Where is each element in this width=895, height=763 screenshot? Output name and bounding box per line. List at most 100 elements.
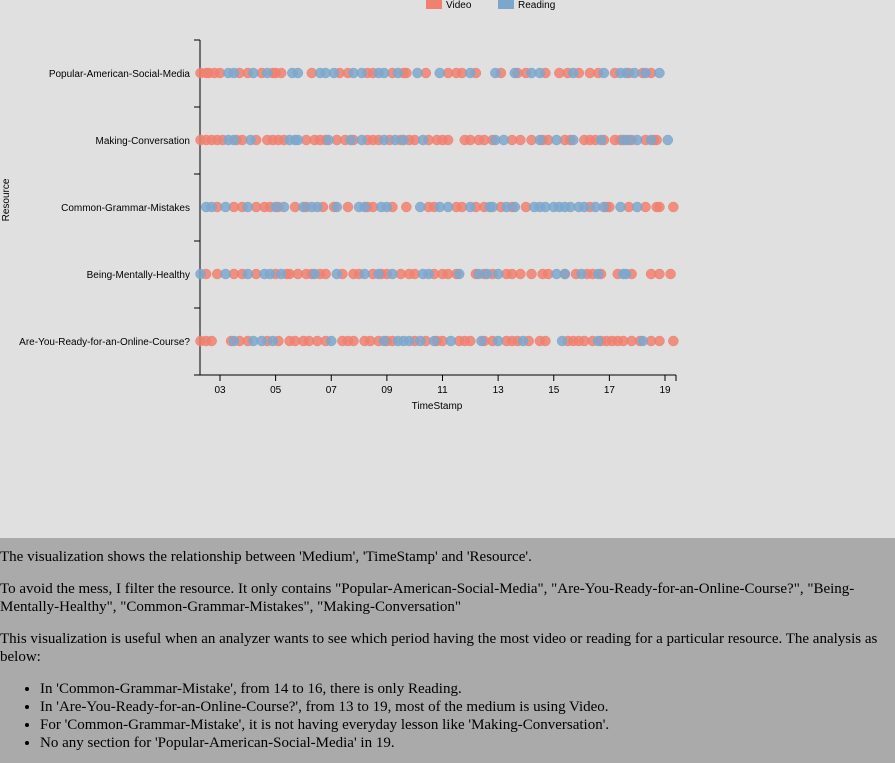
data-point-reading [412,67,423,79]
x-axis-title: TimeStamp [412,401,463,412]
data-point-video [206,335,217,347]
y-tick-label: Popular-American-Social-Media [49,69,191,80]
data-point-reading [359,268,370,280]
data-point-reading [637,335,648,347]
data-point-reading [556,335,568,347]
data-point-video [515,134,526,146]
x-tick-label: 03 [214,385,226,396]
data-point-video [668,201,679,213]
data-point-reading [278,201,290,213]
data-point-reading [228,335,240,347]
data-point-reading [662,134,674,146]
x-tick-label: 17 [604,385,616,396]
data-point-reading [598,201,610,213]
data-point-reading [534,67,546,79]
x-tick-label: 11 [437,385,448,396]
data-point-reading [415,335,426,347]
data-point-reading [517,335,529,347]
data-point-reading [593,335,604,347]
data-point-reading [534,134,546,146]
legend-label: Video [446,0,472,11]
y-tick-label: Common-Grammar-Mistakes [61,203,190,214]
data-point-reading [490,67,501,79]
data-point-reading [481,268,493,280]
data-point-reading [476,335,487,347]
legend-swatch-reading [498,0,514,9]
data-point-reading [373,268,384,280]
data-point-reading [576,268,587,280]
data-point-reading [292,134,304,146]
data-point-reading [423,268,434,280]
data-point-reading [398,134,409,146]
data-point-reading [453,268,465,280]
data-point-reading [415,201,426,213]
data-point-video [442,134,454,146]
data-point-reading [245,134,256,146]
data-point-video [401,201,412,213]
data-point-reading [378,335,390,347]
data-point-reading [356,67,368,79]
data-point-reading [345,134,356,146]
data-point-reading [631,201,643,213]
x-tick-label: 05 [270,385,282,396]
data-point-reading [292,67,304,79]
data-point-reading [598,67,610,79]
data-point-reading [654,67,665,79]
data-point-reading [492,335,504,347]
x-tick-label: 13 [493,385,505,396]
data-point-reading [434,67,445,79]
data-point-reading [326,335,337,347]
analysis-item: In 'Are-You-Ready-for-an-Online-Course?'… [40,698,880,716]
data-point-reading [579,201,590,213]
data-point-reading [593,268,604,280]
data-point-video [654,201,665,213]
data-point-reading [262,67,273,79]
data-point-reading [392,67,404,79]
data-point-reading [242,201,254,213]
data-point-reading [417,134,429,146]
data-point-video [654,268,665,280]
data-point-reading [264,268,276,280]
data-point-reading [551,134,562,146]
data-point-video [540,335,551,347]
data-point-video [342,201,354,213]
data-point-reading [378,67,390,79]
data-point-reading [629,67,640,79]
y-axis-title: Resource [1,178,12,221]
data-point-reading [442,201,454,213]
data-point-reading [595,134,607,146]
data-point-reading [465,67,476,79]
data-point-reading [359,201,370,213]
data-point-reading [228,67,240,79]
x-tick-label: 19 [659,385,671,396]
analysis-list: In 'Common-Grammar-Mistake', from 14 to … [0,680,880,752]
x-tick-label: 09 [381,385,393,396]
data-point-reading [403,335,415,347]
data-point-reading [487,201,498,213]
data-point-reading [328,67,340,79]
data-point-video [526,268,537,280]
data-point-reading [242,268,254,280]
description-paragraph-1: The visualization shows the relationship… [0,549,532,565]
legend-swatch-video [426,0,442,9]
data-point-reading [492,268,504,280]
data-point-reading [220,268,231,280]
data-point-reading [620,268,632,280]
y-tick-label: Are-You-Ready-for-an-Online-Course? [19,337,190,348]
data-point-reading [509,67,521,79]
x-tick-label: 15 [548,385,560,396]
data-point-reading [498,134,509,146]
data-point-reading [559,268,571,280]
description: The visualization shows the relationship… [0,548,880,752]
data-point-reading [631,134,643,146]
data-point-reading [445,335,457,347]
data-point-reading [567,134,579,146]
analysis-item: In 'Common-Grammar-Mistake', from 14 to … [40,680,880,698]
scatter-chart: 03 05 07 09 11 13 15 17 19 Popular-American-Socia… [1,0,679,412]
data-point-reading [248,67,259,79]
data-point-reading [509,201,521,213]
description-paragraph-2: To avoid the mess, I filter the resource… [0,581,855,615]
data-point-reading [378,134,390,146]
data-point-reading [465,201,476,213]
data-point-reading [220,201,231,213]
